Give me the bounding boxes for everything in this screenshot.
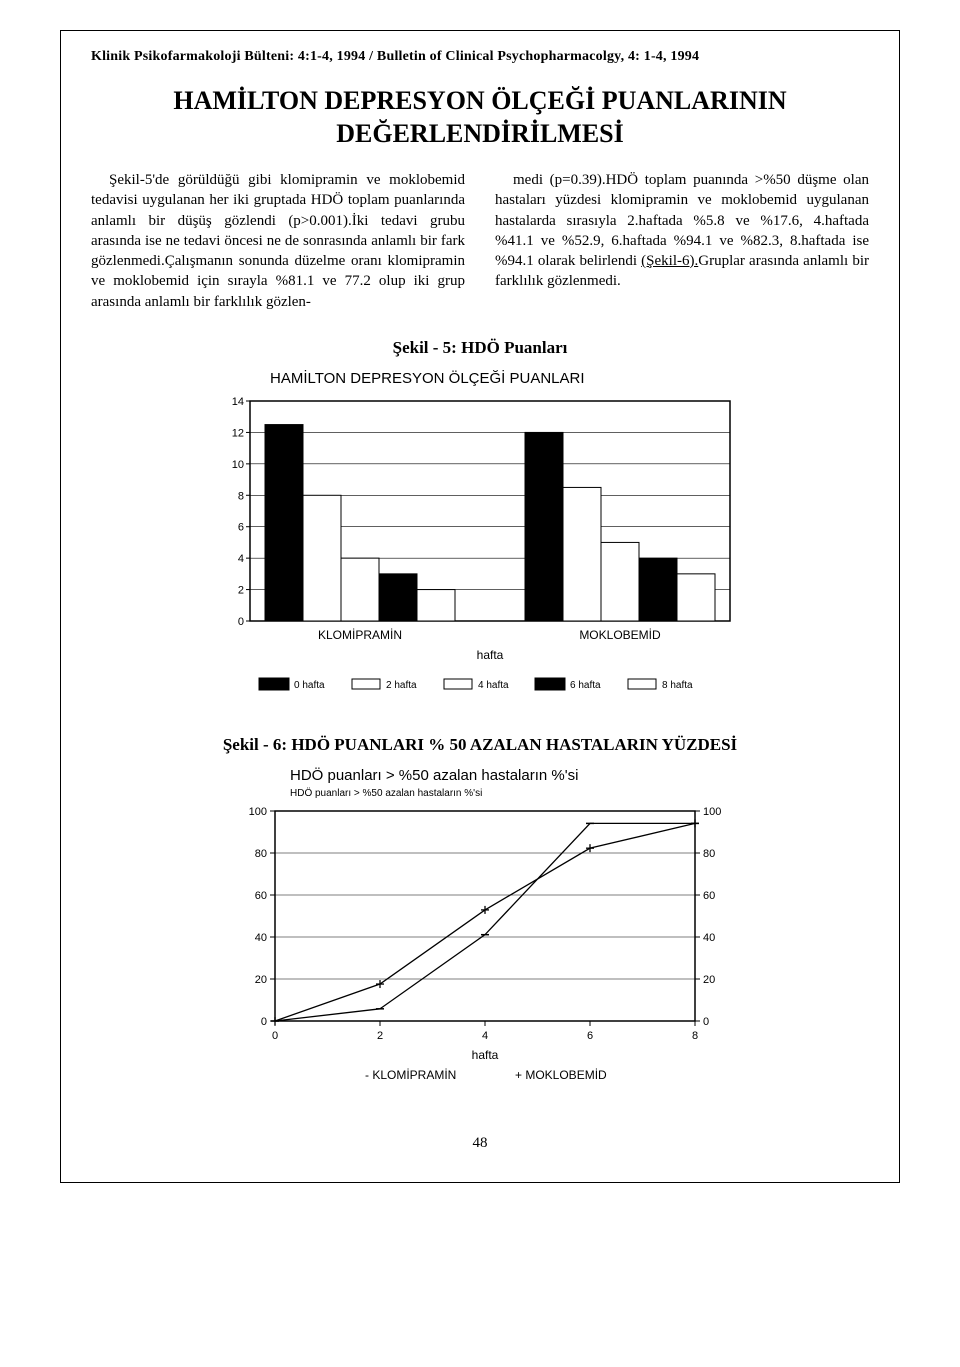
chart5-title: HAMİLTON DEPRESYON ÖLÇEĞİ PUANLARI: [200, 370, 760, 387]
svg-text:40: 40: [255, 932, 267, 944]
chart6-svg: 0 20 40 60 80 100 0 20 40 60 80 100 0 2 4 6 8 hafta - KLOM…: [220, 801, 740, 1111]
title-line-1: HAMİLTON DEPRESYON ÖLÇEĞİ PUANLARININ: [173, 86, 786, 115]
svg-text:KLOMİPRAMİN: KLOMİPRAMİN: [318, 628, 402, 642]
chart6-subtitle: HDÖ puanları > %50 azalan hastaların %'s…: [220, 788, 740, 799]
svg-text:0: 0: [703, 1016, 709, 1028]
svg-text:6: 6: [587, 1030, 593, 1042]
body-left-text: Şekil-5'de görüldüğü gibi klomipramin ve…: [91, 170, 465, 312]
svg-text:8 hafta: 8 hafta: [662, 680, 693, 691]
svg-text:4: 4: [238, 553, 244, 565]
svg-text:MOKLOBEMİD: MOKLOBEMİD: [579, 628, 661, 642]
chart5-svg: 0 2 4 6 8 10 12 14 KLOMİPRAMİN MOKLOBEMİD hafta 0 h…: [200, 391, 760, 711]
svg-text:8: 8: [238, 490, 244, 502]
svg-text:80: 80: [255, 848, 267, 860]
svg-text:40: 40: [703, 932, 715, 944]
svg-text:60: 60: [255, 890, 267, 902]
journal-header: Klinik Psikofarmakoloji Bülteni: 4:1-4, …: [91, 49, 869, 65]
svg-text:12: 12: [232, 427, 244, 439]
svg-text:0: 0: [238, 616, 244, 628]
svg-text:60: 60: [703, 890, 715, 902]
svg-text:20: 20: [703, 974, 715, 986]
body-right-col: medi (p=0.39).HDÖ toplam puanında >%50 d…: [495, 170, 869, 312]
svg-text:100: 100: [703, 806, 721, 818]
svg-text:4: 4: [482, 1030, 488, 1042]
chart6-wrap: HDÖ puanları > %50 azalan hastaların %'s…: [220, 767, 740, 1111]
page-frame: Klinik Psikofarmakoloji Bülteni: 4:1-4, …: [60, 30, 900, 1183]
body-left-col: Şekil-5'de görüldüğü gibi klomipramin ve…: [91, 170, 465, 312]
page-number: 48: [91, 1135, 869, 1152]
body-right-text: medi (p=0.39).HDÖ toplam puanında >%50 d…: [495, 170, 869, 292]
svg-text:0: 0: [272, 1030, 278, 1042]
svg-text:hafta: hafta: [472, 1048, 499, 1062]
svg-text:8: 8: [692, 1030, 698, 1042]
svg-text:2: 2: [377, 1030, 383, 1042]
body-columns: Şekil-5'de görüldüğü gibi klomipramin ve…: [91, 170, 869, 312]
body-right-link: (Şekil-6).: [641, 253, 698, 269]
svg-text:2 hafta: 2 hafta: [386, 680, 417, 691]
fig6-caption: Şekil - 6: HDÖ PUANLARI % 50 AZALAN HAST…: [91, 735, 869, 755]
svg-text:0 hafta: 0 hafta: [294, 680, 325, 691]
svg-text:20: 20: [255, 974, 267, 986]
chart5-wrap: HAMİLTON DEPRESYON ÖLÇEĞİ PUANLARI 0 2 4 6 8…: [200, 370, 760, 711]
svg-text:14: 14: [232, 396, 244, 408]
svg-text:100: 100: [249, 806, 267, 818]
svg-text:6: 6: [238, 521, 244, 533]
svg-text:10: 10: [232, 459, 244, 471]
svg-text:0: 0: [261, 1016, 267, 1028]
title-line-2: DEĞERLENDİRİLMESİ: [336, 119, 624, 148]
svg-text:6 hafta: 6 hafta: [570, 680, 601, 691]
svg-text:4 hafta: 4 hafta: [478, 680, 509, 691]
svg-text:80: 80: [703, 848, 715, 860]
svg-text:hafta: hafta: [477, 648, 504, 662]
svg-text:- KLOMİPRAMİN: - KLOMİPRAMİN: [365, 1068, 456, 1082]
chart6-title: HDÖ puanları > %50 azalan hastaların %'s…: [220, 767, 740, 784]
fig5-caption: Şekil - 5: HDÖ Puanları: [91, 338, 869, 358]
svg-text:+ MOKLOBEMİD: + MOKLOBEMİD: [515, 1068, 607, 1082]
svg-text:2: 2: [238, 584, 244, 596]
article-title: HAMİLTON DEPRESYON ÖLÇEĞİ PUANLARININ DE…: [131, 85, 829, 150]
